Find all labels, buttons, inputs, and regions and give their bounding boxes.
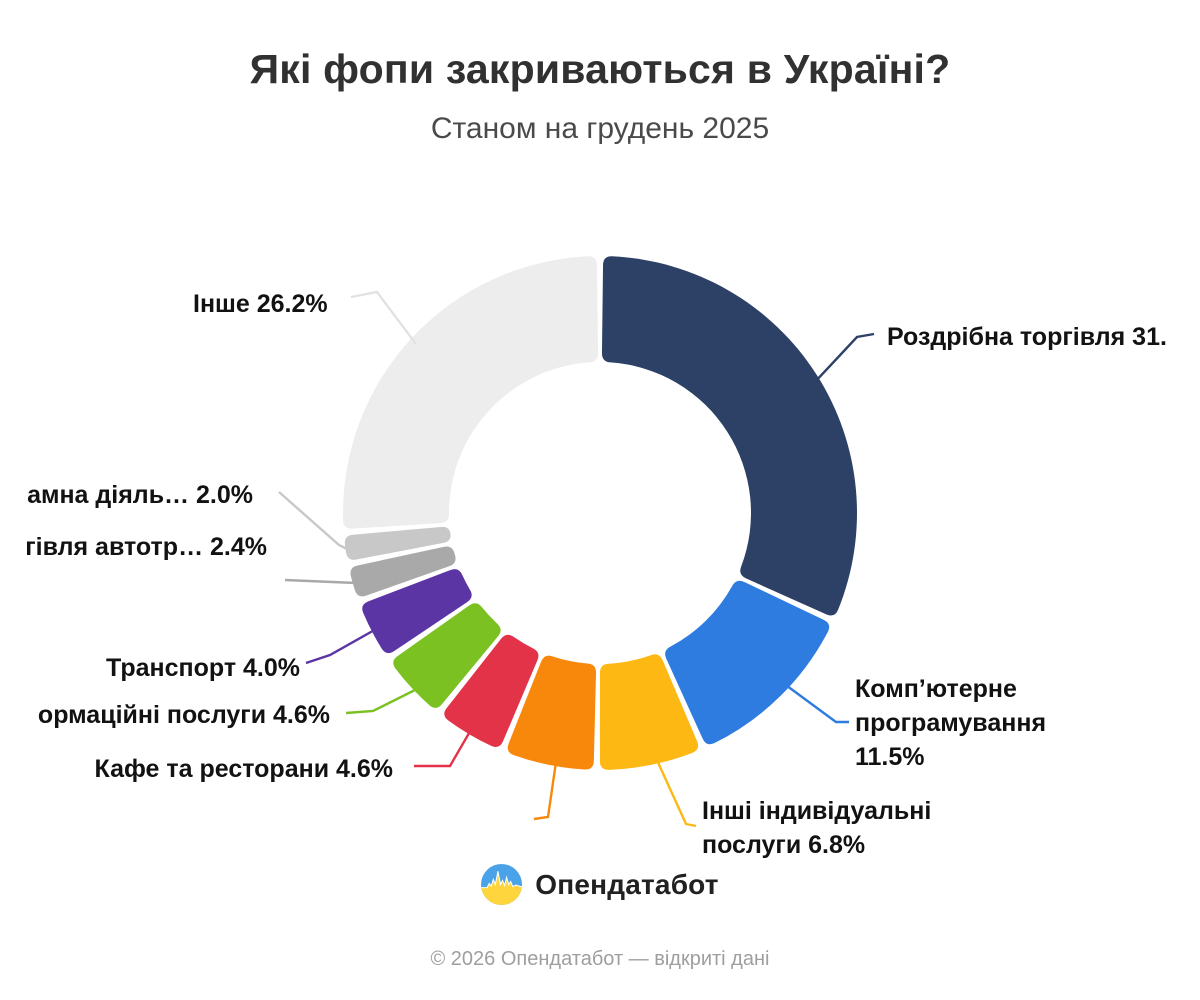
segment-label-kafe-ta-restorany: Кафе та ресторани 4.6% — [94, 755, 393, 783]
leader-line-2 — [654, 757, 697, 828]
donut-segment-5 — [393, 603, 501, 708]
leader-line-5 — [345, 679, 434, 715]
segment-label-kompyuterne-prohramuvannya: Комп’ютерне програмування 11.5% — [855, 675, 1047, 771]
donut-segment-9 — [342, 256, 599, 529]
leader-line-4 — [414, 727, 474, 768]
donut-segment-4 — [444, 634, 539, 747]
opendatabot-logo-icon — [481, 864, 523, 905]
footer-text: © 2026 Опендатабот — відкриті дані — [430, 948, 770, 970]
logo-text: Опендатабот — [535, 868, 719, 900]
segment-label-torhivlya-avtotransportom: гівля автотр… 2.4% — [25, 533, 267, 561]
segment-label-informatsiyni-posluhy: ормаційні послуги 4.6% — [37, 701, 330, 729]
leader-line-3 — [533, 761, 558, 821]
segment-label-rozdribna-torhivlya: Роздрібна торгівля 31. — [887, 323, 1167, 351]
page-title: Які фопи закриваються в Україні? — [249, 46, 951, 92]
logo: Опендатабот — [0, 864, 1200, 905]
leader-line-0 — [813, 332, 875, 384]
segment-label-reklamna-diyalnist: амна діяль… 2.0% — [27, 481, 253, 509]
leader-line-1 — [778, 679, 849, 724]
page-subtitle: Станом на грудень 2025 — [430, 112, 770, 145]
donut-segment-7 — [350, 546, 456, 597]
segment-label-transport: Транспорт 4.0% — [106, 654, 300, 682]
donut-segment-1 — [665, 580, 830, 745]
donut-segment-8 — [344, 526, 451, 560]
segment-label-inshe: Інше 26.2% — [193, 290, 328, 318]
leader-line-6 — [305, 626, 379, 665]
leader-line-9 — [350, 290, 417, 345]
donut-segment-0 — [601, 256, 857, 616]
leader-line-8 — [278, 491, 348, 551]
donut-segment-6 — [362, 569, 472, 654]
leader-line-7 — [284, 578, 357, 585]
donut-segment-2 — [599, 654, 699, 770]
segment-label-inshi-indyvidualni-posluhy: Інші індивідуальні послуги 6.8% — [702, 797, 932, 859]
donut-segment-3 — [507, 655, 597, 770]
